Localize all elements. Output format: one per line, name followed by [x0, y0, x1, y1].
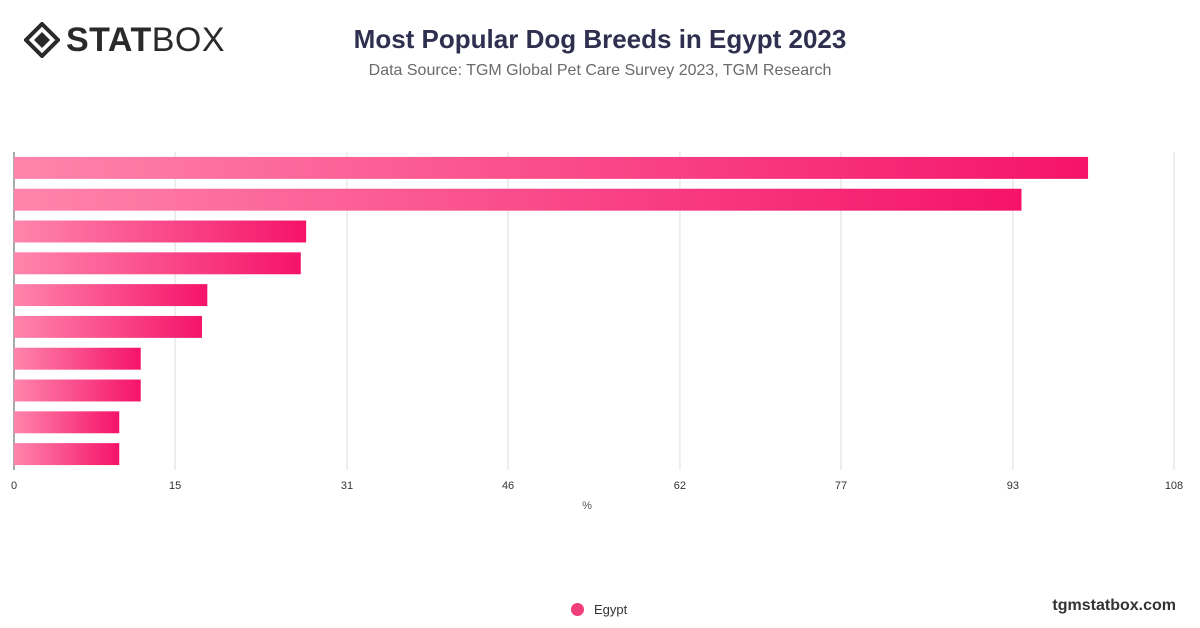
x-tick-label: 31	[341, 480, 353, 492]
bar[interactable]	[14, 252, 301, 275]
statbox-diamond-icon	[24, 22, 60, 58]
logo-bold-text: STAT	[66, 21, 152, 59]
x-tick-label: 93	[1007, 480, 1019, 492]
bar[interactable]	[14, 411, 120, 434]
x-tick-label: 46	[502, 480, 514, 492]
bar[interactable]	[14, 188, 1022, 211]
chart-subtitle: Data Source: TGM Global Pet Care Survey …	[368, 62, 832, 79]
legend-label-egypt: Egypt	[594, 602, 628, 617]
bar[interactable]	[14, 284, 208, 307]
statbox-wordmark: STATBOX	[66, 22, 225, 58]
x-tick-label: 62	[674, 480, 686, 492]
bar[interactable]	[14, 443, 120, 466]
legend-marker	[571, 603, 584, 616]
site-url[interactable]: tgmstatbox.com	[1052, 597, 1176, 614]
legend[interactable]: Egypt	[571, 602, 627, 617]
chart-title: Most Popular Dog Breeds in Egypt 2023	[353, 24, 847, 54]
x-tick-label: 108	[1165, 480, 1183, 492]
x-axis-ticks: 0 15 31 46 62 77 93 108	[11, 480, 1183, 492]
bar-chart: 0 15 31 46 62 77 93 108 %	[11, 152, 1183, 512]
bar[interactable]	[14, 347, 141, 370]
x-tick-label: 77	[835, 480, 847, 492]
x-tick-label: 15	[169, 480, 181, 492]
logo-light-text: BOX	[151, 21, 226, 59]
statbox-logo: STATBOX	[24, 22, 225, 58]
bar[interactable]	[14, 220, 307, 243]
bar[interactable]	[14, 156, 1089, 179]
bars	[14, 156, 1089, 466]
x-tick-label: 0	[11, 480, 17, 492]
bar[interactable]	[14, 315, 202, 338]
bar[interactable]	[14, 379, 141, 402]
x-axis-title: %	[582, 500, 592, 512]
